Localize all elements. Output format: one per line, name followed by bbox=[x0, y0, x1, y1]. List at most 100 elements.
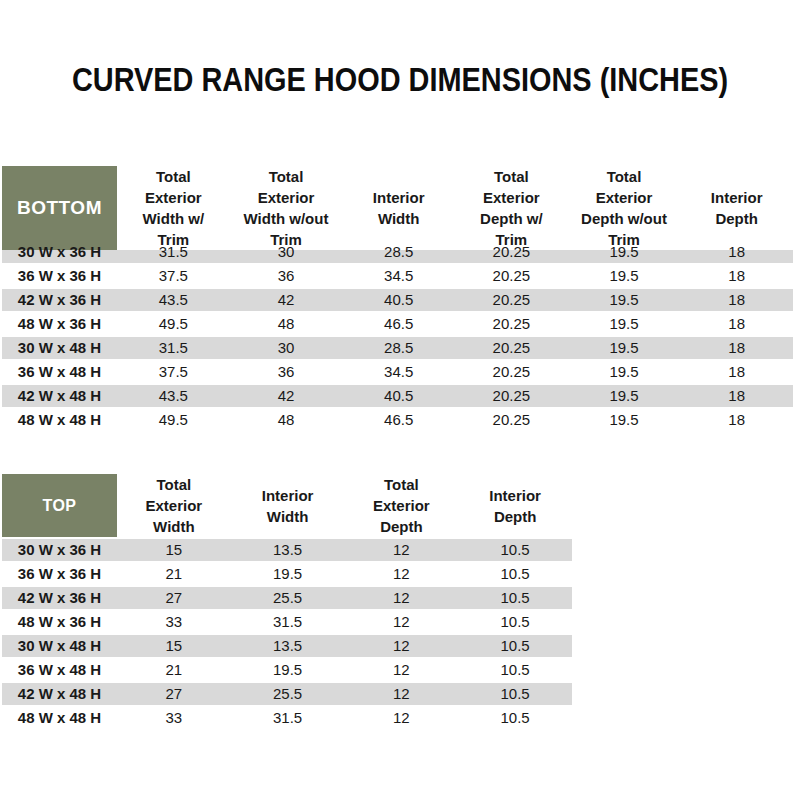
dimension-value: 42 bbox=[230, 289, 343, 311]
dimension-value: 13.5 bbox=[231, 539, 345, 561]
table-header-row: TOP Total Exterior Width Interior Width … bbox=[2, 474, 572, 537]
row-label: 48 W x 48 H bbox=[2, 707, 117, 729]
row-label: 48 W x 36 H bbox=[2, 313, 117, 335]
dimension-value: 18 bbox=[680, 409, 793, 431]
dimension-value: 37.5 bbox=[117, 265, 230, 287]
dimension-value: 19.5 bbox=[231, 563, 345, 585]
dimension-value: 27 bbox=[117, 587, 231, 609]
dimension-value: 21 bbox=[117, 563, 231, 585]
column-header: Total Exterior Depth bbox=[345, 474, 459, 537]
dimension-value: 20.25 bbox=[455, 265, 568, 287]
table-row: 48 W x 36 H 33 31.5 12 10.5 bbox=[2, 611, 572, 633]
dimension-value: 18 bbox=[680, 361, 793, 383]
column-header: Total Exterior Width bbox=[117, 474, 231, 537]
dimension-value: 20.25 bbox=[455, 289, 568, 311]
row-label: 36 W x 48 H bbox=[2, 659, 117, 681]
table-row: 36 W x 48 H 21 19.5 12 10.5 bbox=[2, 659, 572, 681]
column-header: Total Exterior Width w/ Trim bbox=[117, 166, 230, 250]
dimension-value: 20.25 bbox=[455, 409, 568, 431]
dimension-value: 12 bbox=[345, 587, 459, 609]
dimension-value: 18 bbox=[680, 337, 793, 359]
dimension-value: 10.5 bbox=[458, 707, 572, 729]
dimension-value: 10.5 bbox=[458, 539, 572, 561]
dimension-value: 25.5 bbox=[231, 587, 345, 609]
dimension-value: 40.5 bbox=[342, 289, 455, 311]
dimension-value: 10.5 bbox=[458, 563, 572, 585]
row-label: 30 W x 36 H bbox=[2, 241, 117, 263]
dimension-value: 31.5 bbox=[117, 241, 230, 263]
table-row: 36 W x 48 H 37.5 36 34.5 20.25 19.5 18 bbox=[2, 361, 793, 383]
dimension-value: 10.5 bbox=[458, 587, 572, 609]
table-row: 36 W x 36 H 21 19.5 12 10.5 bbox=[2, 563, 572, 585]
dimension-value: 19.5 bbox=[568, 361, 681, 383]
table-row: 48 W x 36 H 49.5 48 46.5 20.25 19.5 18 bbox=[2, 313, 793, 335]
dimension-value: 25.5 bbox=[231, 683, 345, 705]
bottom-section-header: BOTTOM bbox=[2, 166, 117, 250]
page: CURVED RANGE HOOD DIMENSIONS (INCHES) BO… bbox=[0, 0, 800, 800]
dimension-value: 20.25 bbox=[455, 361, 568, 383]
dimension-value: 28.5 bbox=[342, 241, 455, 263]
dimension-value: 12 bbox=[345, 707, 459, 729]
dimension-value: 30 bbox=[230, 337, 343, 359]
row-label: 48 W x 48 H bbox=[2, 409, 117, 431]
table-row: 36 W x 36 H 37.5 36 34.5 20.25 19.5 18 bbox=[2, 265, 793, 287]
dimension-value: 19.5 bbox=[568, 337, 681, 359]
dimension-value: 33 bbox=[117, 707, 231, 729]
column-header: Interior Width bbox=[231, 474, 345, 537]
dimension-value: 19.5 bbox=[568, 265, 681, 287]
dimension-value: 20.25 bbox=[455, 385, 568, 407]
dimension-value: 36 bbox=[230, 361, 343, 383]
dimension-value: 36 bbox=[230, 265, 343, 287]
table-row: 48 W x 48 H 33 31.5 12 10.5 bbox=[2, 707, 572, 729]
dimension-value: 10.5 bbox=[458, 659, 572, 681]
dimension-value: 19.5 bbox=[568, 385, 681, 407]
dimension-value: 34.5 bbox=[342, 361, 455, 383]
row-label: 42 W x 48 H bbox=[2, 683, 117, 705]
dimension-value: 34.5 bbox=[342, 265, 455, 287]
dimension-value: 19.5 bbox=[568, 313, 681, 335]
dimension-value: 18 bbox=[680, 385, 793, 407]
dimension-value: 46.5 bbox=[342, 409, 455, 431]
dimension-value: 10.5 bbox=[458, 611, 572, 633]
table-row: 42 W x 48 H 27 25.5 12 10.5 bbox=[2, 683, 572, 705]
row-label: 36 W x 36 H bbox=[2, 265, 117, 287]
table-row: 42 W x 48 H 43.5 42 40.5 20.25 19.5 18 bbox=[2, 385, 793, 407]
row-label: 30 W x 48 H bbox=[2, 635, 117, 657]
dimension-value: 13.5 bbox=[231, 635, 345, 657]
table-row: 30 W x 36 H 31.5 30 28.5 20.25 19.5 18 bbox=[2, 241, 793, 263]
dimension-value: 18 bbox=[680, 313, 793, 335]
row-label: 42 W x 36 H bbox=[2, 587, 117, 609]
dimension-value: 49.5 bbox=[117, 409, 230, 431]
dimension-value: 21 bbox=[117, 659, 231, 681]
dimension-value: 12 bbox=[345, 611, 459, 633]
dimension-value: 10.5 bbox=[458, 683, 572, 705]
dimension-value: 31.5 bbox=[117, 337, 230, 359]
dimension-value: 18 bbox=[680, 265, 793, 287]
top-section-header: TOP bbox=[2, 474, 117, 537]
dimension-value: 28.5 bbox=[342, 337, 455, 359]
dimension-value: 12 bbox=[345, 683, 459, 705]
dimension-value: 48 bbox=[230, 409, 343, 431]
dimension-value: 43.5 bbox=[117, 385, 230, 407]
dimension-value: 12 bbox=[345, 563, 459, 585]
title-container: CURVED RANGE HOOD DIMENSIONS (INCHES) bbox=[0, 60, 800, 99]
column-header: Interior Depth bbox=[458, 474, 572, 537]
table-row: 30 W x 36 H 15 13.5 12 10.5 bbox=[2, 539, 572, 561]
dimension-value: 37.5 bbox=[117, 361, 230, 383]
row-label: 30 W x 36 H bbox=[2, 539, 117, 561]
column-header: Total Exterior Depth w/ Trim bbox=[455, 166, 568, 250]
dimension-value: 15 bbox=[117, 539, 231, 561]
dimension-value: 42 bbox=[230, 385, 343, 407]
dimension-value: 27 bbox=[117, 683, 231, 705]
row-label: 42 W x 48 H bbox=[2, 385, 117, 407]
top-dimensions-table: TOP Total Exterior Width Interior Width … bbox=[2, 474, 572, 731]
row-label: 30 W x 48 H bbox=[2, 337, 117, 359]
dimension-value: 12 bbox=[345, 635, 459, 657]
bottom-dimensions-table: BOTTOM Total Exterior Width w/ Trim Tota… bbox=[2, 166, 793, 433]
dimension-value: 19.5 bbox=[231, 659, 345, 681]
dimension-value: 18 bbox=[680, 241, 793, 263]
dimension-value: 12 bbox=[345, 539, 459, 561]
table-row: 30 W x 48 H 15 13.5 12 10.5 bbox=[2, 635, 572, 657]
column-header: Total Exterior Width w/out Trim bbox=[230, 166, 343, 250]
table-header-row: BOTTOM Total Exterior Width w/ Trim Tota… bbox=[2, 166, 793, 239]
